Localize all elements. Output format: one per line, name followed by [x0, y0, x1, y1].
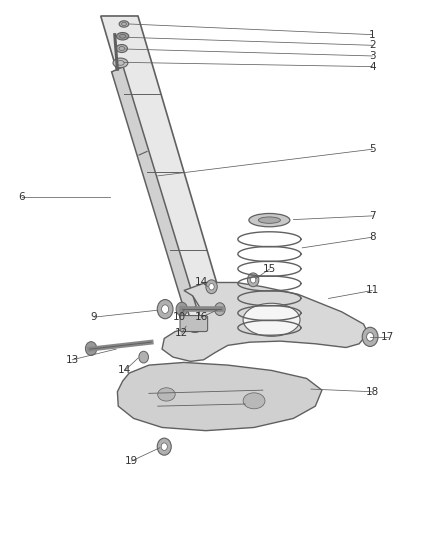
Circle shape [176, 302, 187, 316]
Circle shape [367, 333, 374, 341]
Text: 11: 11 [366, 286, 379, 295]
Ellipse shape [113, 58, 128, 68]
Ellipse shape [243, 393, 265, 409]
Text: 12: 12 [175, 328, 188, 338]
Text: 6: 6 [18, 192, 25, 202]
Text: 10: 10 [173, 312, 186, 322]
Polygon shape [112, 67, 196, 312]
Text: 14: 14 [195, 278, 208, 287]
Ellipse shape [158, 388, 175, 401]
Text: 16: 16 [195, 312, 208, 322]
Circle shape [209, 284, 214, 290]
Text: 4: 4 [369, 62, 376, 71]
Text: 3: 3 [369, 51, 376, 61]
Circle shape [85, 342, 97, 356]
Polygon shape [117, 362, 322, 431]
Text: 17: 17 [381, 332, 394, 342]
Circle shape [362, 327, 378, 346]
Circle shape [157, 438, 171, 455]
Text: 9: 9 [91, 312, 98, 322]
Circle shape [251, 277, 256, 283]
Text: 19: 19 [125, 456, 138, 466]
Text: 1: 1 [369, 30, 376, 39]
Ellipse shape [187, 318, 203, 333]
Text: 18: 18 [366, 387, 379, 397]
Ellipse shape [117, 33, 129, 40]
Text: 14: 14 [118, 366, 131, 375]
Circle shape [215, 303, 225, 316]
Circle shape [139, 351, 148, 363]
Ellipse shape [116, 45, 127, 53]
Circle shape [206, 280, 217, 294]
Circle shape [162, 305, 169, 313]
Text: 5: 5 [369, 144, 376, 154]
Text: 7: 7 [369, 211, 376, 221]
Circle shape [247, 273, 259, 287]
Text: 8: 8 [369, 232, 376, 242]
Circle shape [157, 300, 173, 319]
Ellipse shape [249, 213, 290, 227]
FancyBboxPatch shape [180, 316, 208, 332]
Circle shape [161, 443, 167, 450]
Polygon shape [162, 282, 368, 361]
Ellipse shape [119, 21, 129, 27]
Polygon shape [101, 16, 230, 328]
Text: 2: 2 [369, 41, 376, 50]
Text: 15: 15 [263, 264, 276, 274]
Ellipse shape [243, 303, 300, 336]
Text: 13: 13 [66, 355, 79, 365]
Ellipse shape [258, 217, 280, 223]
